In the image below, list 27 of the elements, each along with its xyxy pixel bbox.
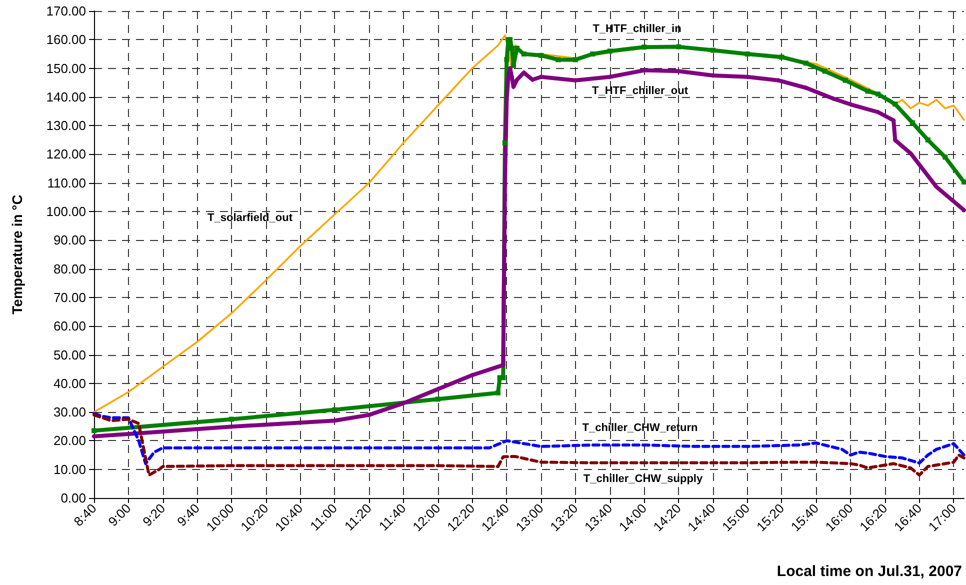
y-tick-label: 20.00 [53,433,86,448]
y-tick-label: 120.00 [46,146,86,162]
x-tick-label: 9:00 [105,500,134,530]
x-tick-label: 9:40 [174,500,202,530]
y-tick-label: 170.00 [46,4,86,18]
y-axis-title: Temperature in °C [9,194,25,314]
y-tick-label: 30.00 [53,404,86,420]
annotation: T_chiller_CHW_supply [583,473,704,485]
y-tick-label: 10.00 [53,462,86,477]
x-axis-title: Local time on Jul.31, 2007 [776,563,962,580]
y-tick-label: 110.00 [47,175,86,190]
y-tick-label: 0.00 [60,490,86,506]
y-tick-label: 90.00 [53,232,86,248]
y-tick-label: 70.00 [53,290,86,305]
y-tick-label: 150.00 [46,60,86,76]
y-tick-label: 80.00 [53,261,86,276]
y-tick-label: 140.00 [46,89,86,104]
y-tick-label: 60.00 [53,318,86,334]
y-tick-label: 160.00 [46,32,86,48]
y-tick-label: 100.00 [46,204,86,220]
annotation: T_solarfield_out [208,212,293,224]
annotation: T_chiller_CHW_return [582,422,698,434]
y-tick-label: 130.00 [46,118,86,134]
y-tick-label: 50.00 [53,347,86,362]
annotation: T_HTF_chiller_out [592,85,688,97]
y-tick-label: 40.00 [53,376,86,391]
x-tick-label: 9:20 [140,500,168,530]
